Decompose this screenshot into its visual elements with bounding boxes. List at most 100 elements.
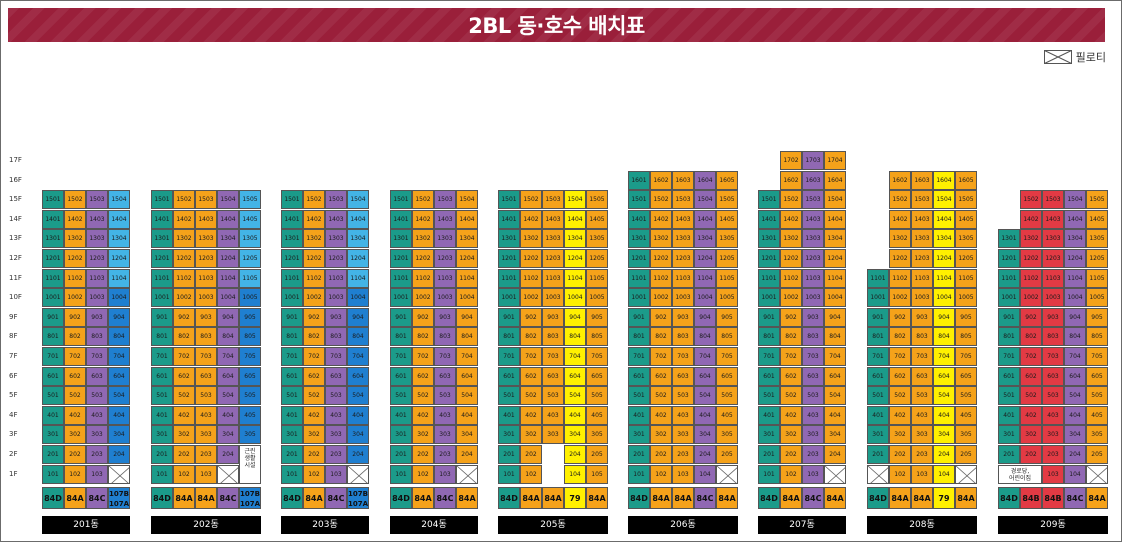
unit-cell[interactable]: 1403 [1042, 209, 1064, 229]
unit-cell[interactable]: 1203 [325, 249, 347, 268]
unit-cell[interactable]: 403 [542, 405, 564, 425]
unit-cell[interactable]: 1402 [1020, 209, 1042, 229]
unit-cell[interactable]: 402 [1020, 405, 1042, 425]
unit-cell[interactable]: 1503 [911, 190, 933, 210]
unit-cell[interactable]: 1001 [281, 288, 303, 308]
unit-cell[interactable]: 1105 [716, 268, 738, 288]
unit-cell[interactable]: 302 [650, 425, 672, 445]
unit-cell[interactable]: 1402 [650, 209, 672, 229]
unit-cell[interactable]: 1105 [586, 268, 608, 288]
unit-cell[interactable]: 803 [195, 327, 217, 347]
unit-cell[interactable]: 702 [889, 347, 911, 366]
unit-cell[interactable]: 201 [151, 445, 173, 464]
unit-cell[interactable]: 1301 [390, 229, 412, 249]
unit-cell[interactable]: 1104 [824, 268, 846, 288]
unit-cell[interactable]: 1305 [239, 229, 261, 249]
unit-cell[interactable]: 704 [108, 347, 130, 366]
unit-cell[interactable]: 304 [347, 425, 369, 445]
unit-cell[interactable]: 903 [542, 307, 564, 327]
unit-cell[interactable]: 901 [628, 307, 650, 327]
unit-cell[interactable]: 1104 [217, 268, 239, 288]
unit-cell[interactable]: 902 [780, 307, 802, 327]
unit-cell[interactable]: 702 [303, 347, 325, 366]
unit-cell[interactable]: 1104 [1064, 268, 1086, 288]
unit-cell[interactable]: 1104 [108, 268, 130, 288]
unit-cell[interactable]: 601 [758, 366, 780, 386]
building-label[interactable]: 202동 [151, 516, 261, 534]
unit-cell[interactable]: 1502 [780, 190, 802, 210]
unit-cell[interactable]: 1204 [217, 249, 239, 268]
unit-cell[interactable]: 1304 [108, 229, 130, 249]
unit-cell[interactable]: 1503 [195, 190, 217, 210]
unit-cell[interactable]: 1104 [694, 268, 716, 288]
unit-cell[interactable]: 201 [390, 445, 412, 464]
unit-cell[interactable]: 1002 [650, 288, 672, 308]
unit-cell[interactable]: 803 [911, 327, 933, 347]
unit-cell[interactable]: 1405 [1086, 209, 1108, 229]
unit-cell[interactable]: 604 [1064, 366, 1086, 386]
unit-cell[interactable]: 702 [650, 347, 672, 366]
unit-cell[interactable]: 302 [520, 425, 542, 445]
unit-cell[interactable]: 1202 [412, 249, 434, 268]
unit-cell[interactable]: 1103 [86, 268, 108, 288]
unit-cell[interactable]: 1004 [933, 288, 955, 308]
unit-cell[interactable]: 1505 [716, 190, 738, 210]
unit-cell[interactable]: 802 [303, 327, 325, 347]
unit-cell[interactable]: 202 [520, 445, 542, 464]
unit-cell[interactable]: 601 [498, 366, 520, 386]
unit-cell[interactable]: 503 [542, 386, 564, 406]
unit-cell[interactable]: 802 [889, 327, 911, 347]
unit-cell[interactable]: 603 [325, 366, 347, 386]
building-label[interactable]: 209동 [998, 516, 1108, 534]
unit-cell[interactable]: 303 [802, 425, 824, 445]
unit-cell[interactable]: 801 [498, 327, 520, 347]
unit-cell[interactable]: 1503 [86, 190, 108, 210]
unit-cell[interactable]: 204 [933, 445, 955, 464]
unit-cell[interactable]: 401 [390, 405, 412, 425]
unit-cell[interactable]: 1101 [42, 268, 64, 288]
unit-cell[interactable]: 303 [195, 425, 217, 445]
unit-cell[interactable]: 804 [933, 327, 955, 347]
unit-cell[interactable]: 1303 [86, 229, 108, 249]
unit-cell[interactable]: 1003 [434, 288, 456, 308]
unit-cell[interactable]: 1104 [933, 268, 955, 288]
unit-cell[interactable]: 101 [390, 464, 412, 484]
unit-cell[interactable]: 1001 [151, 288, 173, 308]
unit-cell[interactable]: 704 [564, 347, 586, 366]
unit-cell[interactable]: 905 [239, 307, 261, 327]
unit-cell[interactable]: 203 [195, 445, 217, 464]
unit-cell[interactable]: 603 [434, 366, 456, 386]
unit-cell[interactable]: 903 [672, 307, 694, 327]
unit-cell[interactable]: 102 [64, 464, 86, 484]
unit-cell[interactable]: 802 [173, 327, 195, 347]
unit-cell[interactable]: 1201 [390, 249, 412, 268]
unit-cell[interactable]: 1305 [1086, 229, 1108, 249]
unit-cell[interactable]: 703 [325, 347, 347, 366]
unit-cell[interactable]: 803 [542, 327, 564, 347]
unit-cell[interactable]: 801 [151, 327, 173, 347]
unit-cell[interactable]: 1001 [758, 288, 780, 308]
unit-cell[interactable]: 1103 [195, 268, 217, 288]
unit-cell[interactable]: 1404 [1064, 209, 1086, 229]
unit-cell[interactable]: 401 [998, 405, 1020, 425]
unit-cell[interactable]: 704 [456, 347, 478, 366]
unit-cell[interactable]: 1404 [456, 209, 478, 229]
unit-cell[interactable]: 1003 [86, 288, 108, 308]
unit-cell[interactable]: 303 [434, 425, 456, 445]
unit-cell[interactable]: 1305 [955, 229, 977, 249]
unit-cell[interactable]: 301 [628, 425, 650, 445]
unit-cell[interactable]: 1203 [86, 249, 108, 268]
unit-cell[interactable]: 1003 [1042, 288, 1064, 308]
unit-cell[interactable]: 904 [347, 307, 369, 327]
unit-cell[interactable]: 1501 [42, 190, 64, 210]
unit-cell[interactable]: 401 [281, 405, 303, 425]
unit-cell[interactable]: 601 [281, 366, 303, 386]
unit-cell[interactable]: 903 [1042, 307, 1064, 327]
unit-cell[interactable]: 201 [628, 445, 650, 464]
unit-cell[interactable]: 1304 [933, 229, 955, 249]
unit-cell[interactable]: 701 [281, 347, 303, 366]
unit-cell[interactable]: 1401 [758, 209, 780, 229]
unit-cell[interactable]: 1603 [802, 170, 824, 190]
unit-cell[interactable]: 1105 [955, 268, 977, 288]
unit-cell[interactable]: 905 [716, 307, 738, 327]
